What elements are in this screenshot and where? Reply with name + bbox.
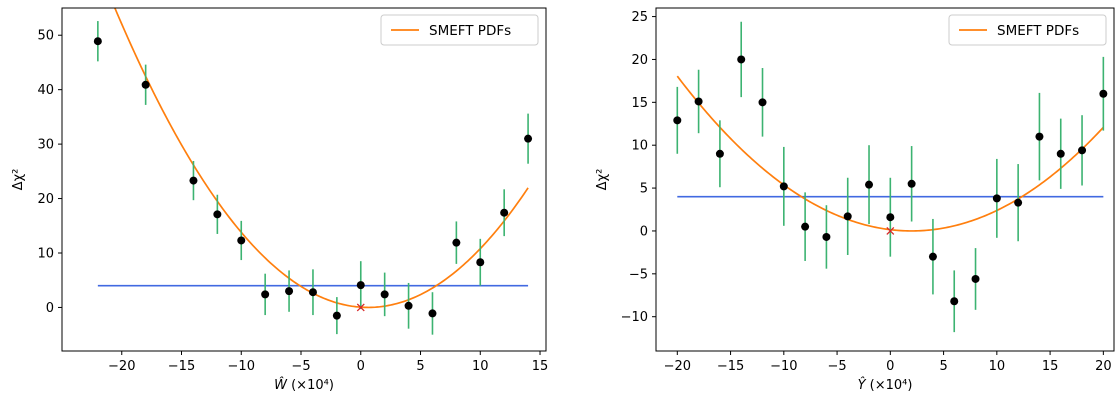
data-point bbox=[524, 135, 532, 143]
data-point bbox=[476, 258, 484, 266]
data-point bbox=[405, 302, 413, 310]
x-axis-label: Ŷ (×10⁴) bbox=[858, 377, 913, 393]
data-point bbox=[357, 281, 365, 289]
data-point bbox=[261, 290, 269, 298]
x-tick-label: −5 bbox=[827, 359, 846, 374]
x-tick-label: 15 bbox=[1042, 359, 1059, 374]
y-tick-label: 15 bbox=[631, 96, 648, 111]
x-tick-label: 10 bbox=[989, 359, 1006, 374]
y-tick-label: −5 bbox=[629, 267, 648, 282]
data-point bbox=[822, 233, 830, 241]
data-point bbox=[500, 209, 508, 217]
x-tick-label: −15 bbox=[168, 359, 195, 374]
data-point bbox=[993, 194, 1001, 202]
legend: SMEFT PDFs bbox=[381, 15, 538, 45]
y-axis-label: Δχ² bbox=[11, 169, 26, 191]
data-point bbox=[237, 236, 245, 244]
data-point bbox=[1014, 199, 1022, 207]
data-point bbox=[972, 275, 980, 283]
x-tick-label: −10 bbox=[228, 359, 255, 374]
data-point bbox=[801, 223, 809, 231]
legend: SMEFT PDFs bbox=[949, 15, 1106, 45]
x-tick-label: 10 bbox=[472, 359, 489, 374]
data-point bbox=[780, 182, 788, 190]
axes-frame bbox=[656, 8, 1114, 351]
data-point bbox=[695, 97, 703, 105]
data-point bbox=[189, 177, 197, 185]
x-tick-label: −5 bbox=[291, 359, 310, 374]
data-point bbox=[1057, 150, 1065, 158]
left-panel: −20 −15 −10 −5 0 5 10 15 0 10 20 30 40 50 Ŵ (×10⁴) Δχ² S… bbox=[11, 0, 548, 393]
data-point bbox=[716, 150, 724, 158]
y-tick-label: 40 bbox=[37, 83, 54, 98]
data-point bbox=[428, 309, 436, 317]
y-axis-label: Δχ² bbox=[595, 169, 610, 191]
fit-curve bbox=[98, 0, 528, 307]
y-tick-label: 10 bbox=[631, 139, 648, 154]
data-point bbox=[737, 55, 745, 63]
data-point bbox=[865, 181, 873, 189]
data-point bbox=[333, 312, 341, 320]
y-tick-label: −10 bbox=[621, 310, 648, 325]
y-tick-label: 10 bbox=[37, 247, 54, 262]
legend-label: SMEFT PDFs bbox=[429, 23, 511, 39]
data-point bbox=[673, 116, 681, 124]
y-tick-label: 20 bbox=[631, 53, 648, 68]
data-point bbox=[950, 297, 958, 305]
data-point bbox=[844, 212, 852, 220]
y-tick-label: 5 bbox=[640, 182, 648, 197]
x-tick-label: 5 bbox=[939, 359, 947, 374]
y-tick-label: 0 bbox=[46, 301, 54, 316]
x-tick-label: −20 bbox=[108, 359, 135, 374]
x-tick-label: −20 bbox=[664, 359, 691, 374]
data-point bbox=[886, 213, 894, 221]
x-axis-unit: (×10⁴) bbox=[866, 378, 913, 393]
data-point bbox=[759, 98, 767, 106]
axes-frame bbox=[62, 8, 546, 351]
y-tick-label: 20 bbox=[37, 192, 54, 207]
data-point bbox=[309, 288, 317, 296]
data-point bbox=[142, 81, 150, 89]
data-point bbox=[381, 290, 389, 298]
data-point bbox=[908, 180, 916, 188]
x-tick-label: 15 bbox=[532, 359, 549, 374]
data-point bbox=[1035, 133, 1043, 141]
data-point bbox=[1099, 90, 1107, 98]
data-point bbox=[213, 210, 221, 218]
x-axis-label: Ŵ (×10⁴) bbox=[274, 377, 334, 393]
x-tick-label: −15 bbox=[717, 359, 744, 374]
y-tick-label: 25 bbox=[631, 10, 648, 25]
x-axis-unit: (×10⁴) bbox=[287, 378, 334, 393]
y-tick-label: 0 bbox=[640, 224, 648, 239]
data-point bbox=[929, 253, 937, 261]
x-tick-label: 5 bbox=[416, 359, 424, 374]
data-point bbox=[94, 37, 102, 45]
y-tick-label: 30 bbox=[37, 138, 54, 153]
x-tick-label: 20 bbox=[1095, 359, 1112, 374]
x-tick-label: 0 bbox=[886, 359, 894, 374]
y-tick-label: 50 bbox=[37, 29, 54, 44]
data-point bbox=[452, 239, 460, 247]
right-panel: −20 −15 −10 −5 0 5 10 15 20 −10 −5 0 5 10 15 20 25 Ŷ (×10… bbox=[595, 8, 1114, 393]
x-tick-label: −10 bbox=[770, 359, 797, 374]
x-tick-label: 0 bbox=[357, 359, 365, 374]
data-point bbox=[1078, 146, 1086, 154]
legend-label: SMEFT PDFs bbox=[997, 23, 1079, 39]
data-point bbox=[285, 287, 293, 295]
